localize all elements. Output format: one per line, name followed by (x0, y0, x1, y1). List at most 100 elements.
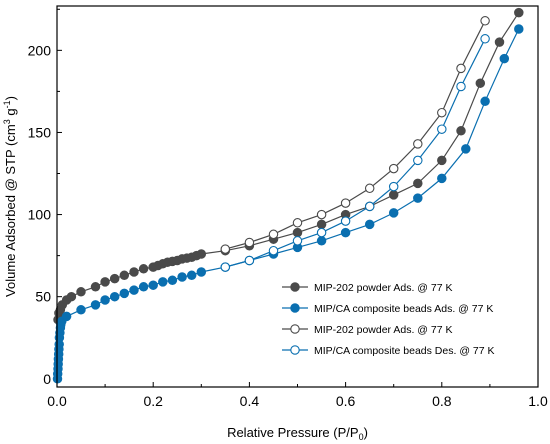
legend-label: MIP-202 powder Ads. @ 77 K (314, 282, 452, 294)
data-point (76, 305, 86, 315)
x-tick-label: 0.4 (240, 393, 260, 409)
y-tick-label: 50 (35, 289, 51, 305)
data-point (461, 144, 471, 154)
data-point (90, 282, 101, 292)
data-point (196, 249, 207, 259)
data-point (244, 255, 255, 266)
data-point (167, 275, 178, 286)
data-point (316, 209, 327, 220)
data-point (220, 244, 231, 254)
legend-label: MIP/CA composite beads Ads. @ 77 K (314, 303, 493, 315)
data-point (268, 245, 279, 256)
data-point (388, 190, 399, 200)
x-tick-label: 0.2 (143, 393, 163, 409)
data-point (119, 270, 130, 281)
data-point (437, 107, 447, 118)
legend-label: MIP/CA composite beads Des. @ 77 K (314, 345, 495, 357)
legend-label: MIP-202 powder Ads. @ 77 K (314, 324, 452, 336)
data-point (129, 267, 139, 277)
data-point (158, 277, 168, 287)
data-point (90, 300, 101, 310)
data-point (437, 155, 447, 166)
series-3 (220, 16, 490, 254)
y-tick-label: 0 (43, 371, 51, 387)
x-axis-title: Relative Pressure (P/P0) (227, 425, 368, 442)
data-point (388, 208, 399, 218)
y-axis-title-main: Volume Adsorbed @ STP (cm (3, 124, 18, 297)
data-point (100, 277, 110, 287)
data-point (220, 262, 231, 272)
data-point (413, 178, 423, 189)
x-tick-label: 0.0 (47, 393, 67, 409)
y-axis-title: Volume Adsorbed @ STP (cm3 g-1) (2, 96, 18, 297)
plot-frame (56, 5, 539, 388)
y-axis-title-sup-2: -1 (2, 100, 12, 108)
data-point (340, 198, 351, 208)
data-point (292, 218, 303, 228)
legend-marker (290, 303, 300, 313)
series-4 (220, 34, 490, 272)
data-series (52, 7, 524, 384)
legend-marker (290, 282, 300, 292)
x-tick-label: 0.8 (432, 393, 452, 409)
data-point (244, 237, 255, 248)
data-point (480, 34, 490, 44)
y-axis-title-mid: g (3, 108, 18, 119)
data-point (316, 227, 327, 238)
x-axis-title-close: ) (364, 425, 368, 440)
x-axis-title-subscript: 0 (359, 432, 364, 442)
data-point (268, 229, 279, 240)
data-point (186, 270, 197, 281)
data-point (514, 7, 524, 18)
data-point (388, 181, 399, 192)
data-point (364, 183, 375, 194)
y-axis-title-close: ) (3, 96, 18, 100)
legend-marker (290, 345, 300, 355)
data-point (316, 236, 327, 246)
legend: MIP-202 powder Ads. @ 77 K MIP/CA composi… (282, 282, 495, 357)
data-point (499, 53, 510, 64)
data-point (177, 272, 187, 282)
data-point (364, 201, 375, 212)
y-tick-label: 200 (28, 42, 52, 58)
data-point (100, 295, 110, 305)
data-point (480, 96, 490, 107)
data-point (138, 264, 149, 274)
legend-entry: MIP/CA composite beads Des. @ 77 K (282, 345, 495, 357)
data-point (340, 227, 351, 238)
legend-entry: MIP/CA composite beads Ads. @ 77 K (282, 303, 493, 315)
y-tick-label: 100 (28, 207, 52, 223)
data-point (437, 124, 447, 134)
data-point (413, 155, 423, 166)
data-point (109, 273, 120, 284)
data-point (456, 63, 466, 74)
data-point (364, 219, 375, 230)
y-tick-label: 150 (28, 124, 52, 140)
data-point (340, 216, 351, 226)
legend-marker (290, 324, 300, 334)
data-point (119, 288, 130, 299)
data-point (196, 267, 207, 277)
data-point (292, 227, 303, 238)
data-point (109, 291, 120, 302)
data-point (437, 173, 447, 184)
data-point (138, 282, 149, 292)
x-tick-label: 0.6 (336, 393, 356, 409)
data-point (475, 78, 486, 88)
data-point (76, 287, 86, 297)
data-point (129, 285, 139, 295)
legend-entry: MIP-202 powder Ads. @ 77 K (282, 282, 452, 294)
data-point (413, 193, 423, 203)
data-point (316, 219, 327, 230)
data-point (480, 16, 490, 26)
data-point (292, 236, 303, 246)
data-point (494, 37, 505, 47)
data-point (413, 139, 423, 149)
legend-entry: MIP-202 powder Ads. @ 77 K (282, 324, 452, 336)
data-point (388, 163, 399, 174)
data-point (456, 126, 466, 136)
data-point (514, 24, 524, 34)
data-point (148, 280, 158, 290)
y-axis-title-sup-1: 3 (2, 119, 12, 124)
